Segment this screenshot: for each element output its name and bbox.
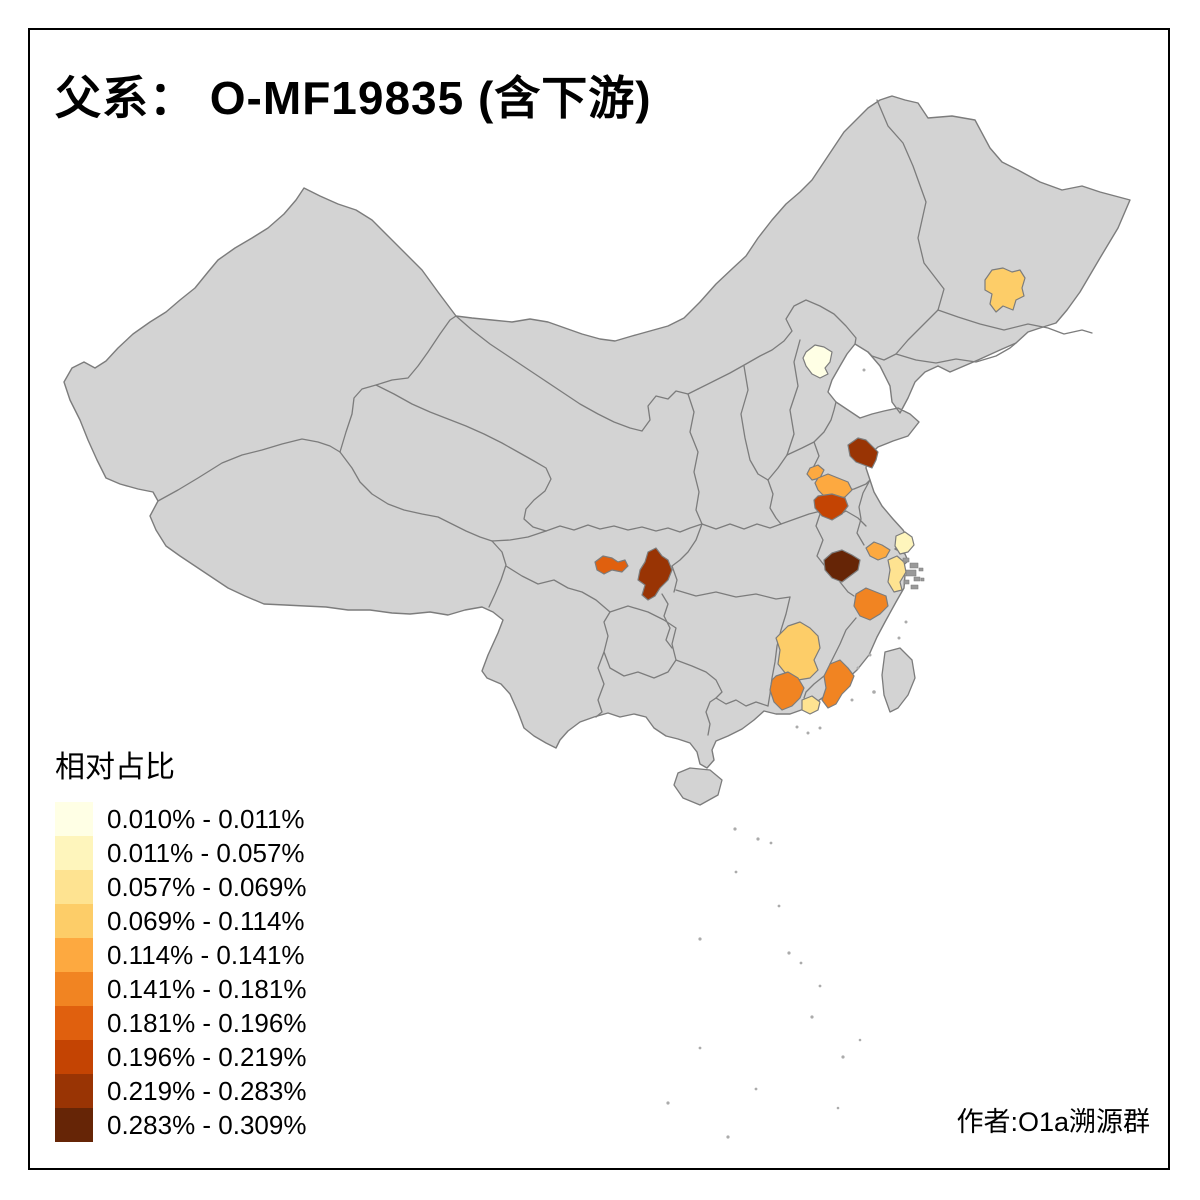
- legend-label: 0.011% - 0.057%: [107, 837, 305, 868]
- legend-label: 0.010% - 0.011%: [107, 803, 305, 834]
- province-borders: [157, 99, 1093, 736]
- small-islands: [666, 368, 908, 1139]
- legend-swatch: [55, 904, 93, 938]
- legend-swatch: [55, 938, 93, 972]
- map-region-central-jiangsu: [865, 541, 891, 561]
- legend-item: 0.141% - 0.181%: [55, 972, 385, 1006]
- map-region-henan-south: [813, 493, 849, 521]
- legend-label: 0.114% - 0.141%: [107, 939, 305, 970]
- map-region-north-zhejiang: [887, 555, 907, 593]
- map-region-northeast-guangdong: [769, 671, 805, 711]
- map-region-east-guangdong-chaoshan: [801, 695, 821, 715]
- map-region-south-fujian: [821, 659, 855, 709]
- legend-label: 0.181% - 0.196%: [107, 1007, 307, 1038]
- hainan-island: [673, 767, 723, 806]
- map-region-beijing: [802, 344, 833, 379]
- map-region-chongqing: [637, 547, 673, 601]
- legend-item: 0.057% - 0.069%: [55, 870, 385, 904]
- zhoushan-islands: [902, 557, 925, 590]
- legend-item: 0.010% - 0.011%: [55, 802, 385, 836]
- page-title: 父系： O-MF19835 (含下游): [55, 72, 652, 124]
- map-region-shandong-qingdao: [847, 437, 879, 469]
- legend-item: 0.181% - 0.196%: [55, 1006, 385, 1040]
- legend-label: 0.283% - 0.309%: [107, 1109, 307, 1140]
- map-region-south-jiangxi: [775, 621, 821, 681]
- legend-label: 0.141% - 0.181%: [107, 973, 307, 1004]
- legend-label: 0.069% - 0.114%: [107, 905, 305, 936]
- legend-item: 0.114% - 0.141%: [55, 938, 385, 972]
- map-region-northeast-harbin: [984, 267, 1026, 313]
- legend-swatch: [55, 1040, 93, 1074]
- legend-swatch: [55, 1108, 93, 1142]
- legend-title: 相对占比: [55, 751, 175, 784]
- mainland-outline: [63, 95, 1131, 769]
- legend-swatch: [55, 972, 93, 1006]
- legend-swatch: [55, 1074, 93, 1108]
- legend-item: 0.196% - 0.219%: [55, 1040, 385, 1074]
- legend-item: 0.011% - 0.057%: [55, 836, 385, 870]
- map-region-chengdu: [594, 555, 629, 575]
- author-credit: 作者:O1a溯源群: [956, 1107, 1150, 1137]
- legend-swatch: [55, 802, 93, 836]
- legend: 相对占比 0.010% - 0.011% 0.011% - 0.057% 0.057…: [55, 742, 385, 1142]
- legend-label: 0.196% - 0.219%: [107, 1041, 307, 1072]
- map-region-south-anhui: [823, 549, 861, 583]
- legend-item: 0.283% - 0.309%: [55, 1108, 385, 1142]
- plot-frame: [28, 28, 1170, 1170]
- legend-item: 0.219% - 0.283%: [55, 1074, 385, 1108]
- legend-label: 0.219% - 0.283%: [107, 1075, 307, 1106]
- map-region-central-zhejiang: [853, 587, 889, 621]
- legend-item: 0.069% - 0.114%: [55, 904, 385, 938]
- legend-label: 0.057% - 0.069%: [107, 871, 307, 902]
- taiwan-island: [881, 647, 916, 713]
- legend-swatch: [55, 836, 93, 870]
- legend-items: 0.010% - 0.011% 0.011% - 0.057% 0.057% - 0…: [55, 802, 385, 1142]
- map-region-henan-zhengzhou: [814, 473, 853, 501]
- map-region-shanghai-area: [894, 531, 915, 555]
- colored-regions: [594, 267, 1026, 715]
- legend-swatch: [55, 870, 93, 904]
- legend-swatch: [55, 1006, 93, 1040]
